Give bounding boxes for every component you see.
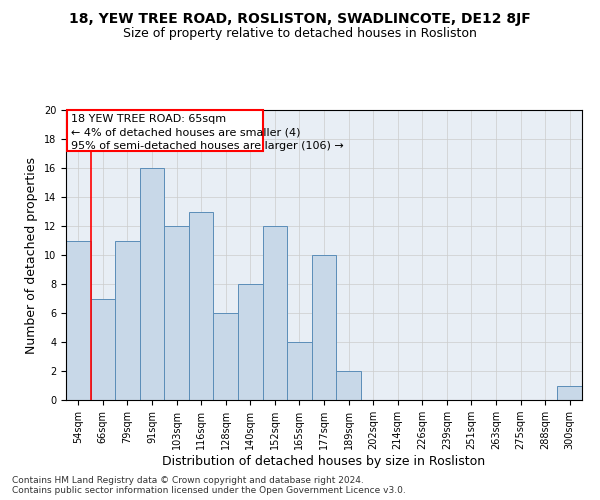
- FancyBboxPatch shape: [67, 110, 263, 150]
- Bar: [214, 313, 238, 400]
- Text: Contains HM Land Registry data © Crown copyright and database right 2024.
Contai: Contains HM Land Registry data © Crown c…: [12, 476, 406, 495]
- Bar: [115, 240, 140, 400]
- Bar: [66, 240, 91, 400]
- Text: 18 YEW TREE ROAD: 65sqm
← 4% of detached houses are smaller (4)
95% of semi-deta: 18 YEW TREE ROAD: 65sqm ← 4% of detached…: [71, 114, 344, 151]
- Bar: [557, 386, 582, 400]
- Bar: [238, 284, 263, 400]
- X-axis label: Distribution of detached houses by size in Rosliston: Distribution of detached houses by size …: [163, 455, 485, 468]
- Bar: [189, 212, 214, 400]
- Text: 18, YEW TREE ROAD, ROSLISTON, SWADLINCOTE, DE12 8JF: 18, YEW TREE ROAD, ROSLISTON, SWADLINCOT…: [69, 12, 531, 26]
- Bar: [164, 226, 189, 400]
- Bar: [91, 298, 115, 400]
- Bar: [140, 168, 164, 400]
- Bar: [263, 226, 287, 400]
- Text: Size of property relative to detached houses in Rosliston: Size of property relative to detached ho…: [123, 28, 477, 40]
- Bar: [287, 342, 312, 400]
- Y-axis label: Number of detached properties: Number of detached properties: [25, 156, 38, 354]
- Bar: [336, 371, 361, 400]
- Bar: [312, 255, 336, 400]
